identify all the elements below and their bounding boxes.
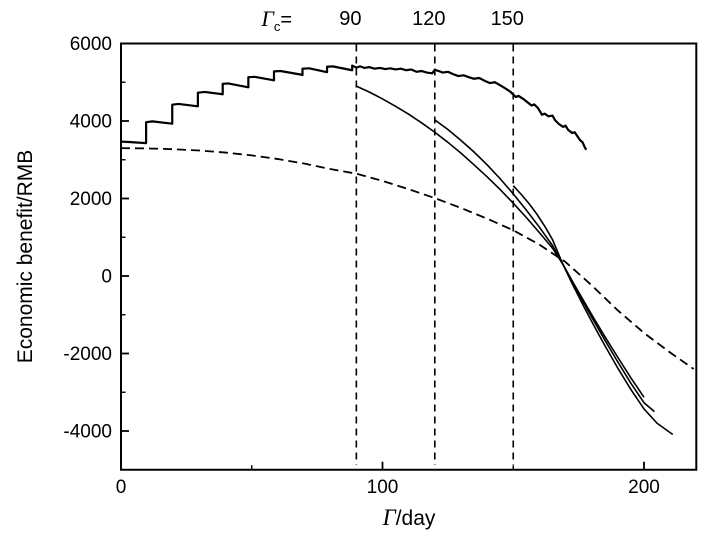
- x-axis-title-unit: /day: [395, 507, 436, 530]
- x-axis-title-gamma-symbol: Γ: [382, 505, 396, 530]
- axes-frame: [120, 42, 698, 471]
- x-axis-title: Γ/day: [121, 505, 697, 531]
- x-tick-label-200: 200: [628, 477, 660, 498]
- annotation-value-150: 150: [490, 8, 524, 30]
- annotation-value-90: 90: [339, 8, 362, 30]
- annotation-value-120: 120: [412, 8, 446, 30]
- y-tick-label-6000: 6000: [70, 34, 112, 55]
- annotation-equals: =: [280, 9, 293, 31]
- x-tick-label-0: 0: [116, 477, 127, 498]
- x-tick-label-100: 100: [367, 477, 399, 498]
- continuous-operation-benefit-curve: [120, 147, 695, 370]
- gamma-c-120-benefit-curve: [434, 119, 655, 413]
- gamma-c-90-benefit-curve: [356, 85, 645, 398]
- y-tick-label--4000: -4000: [63, 422, 112, 443]
- y-tick-label-0: 0: [101, 267, 112, 288]
- y-tick-label-2000: 2000: [70, 189, 112, 210]
- gamma-c-annotation: Γc=: [261, 6, 293, 34]
- y-axis-title: Economic benefit/RMB: [14, 149, 37, 364]
- annotation-subscript: c: [273, 19, 281, 34]
- y-tick-label-4000: 4000: [70, 112, 112, 133]
- annotation-gamma-symbol: Γ: [261, 6, 274, 31]
- stepped-replacement-benefit-curve: [120, 64, 588, 151]
- y-tick-label--2000: -2000: [63, 344, 112, 365]
- gamma-c-150-benefit-curve: [512, 185, 674, 436]
